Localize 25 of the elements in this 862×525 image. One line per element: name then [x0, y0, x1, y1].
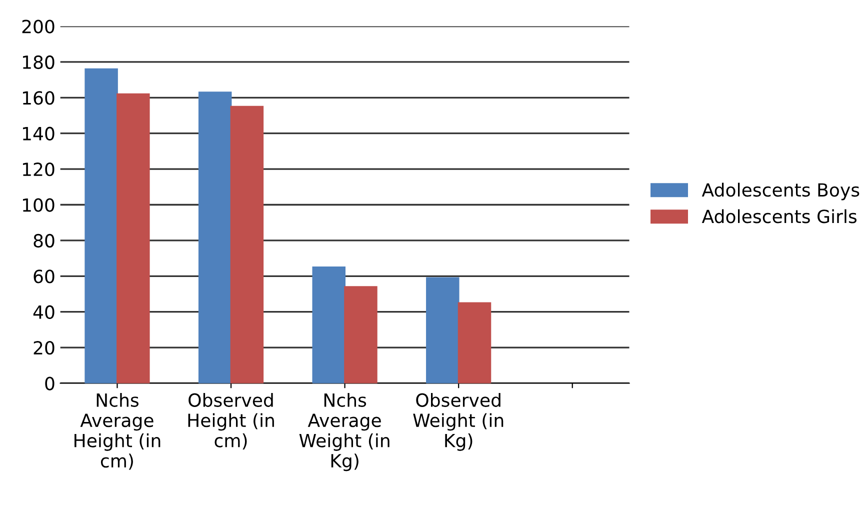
bar [426, 277, 460, 384]
y-tick-label: 160 [23, 91, 54, 105]
bar [312, 266, 346, 384]
y-tick-label: 120 [23, 162, 54, 176]
y-tick-label: 0 [45, 376, 54, 390]
x-tick-label: Observed Height (in cm) [188, 392, 274, 450]
y-tick-label: 80 [34, 234, 54, 248]
y-tick-label: 40 [33, 305, 54, 319]
legend-label: Adolescents Boys [702, 182, 860, 200]
y-tick-label: 140 [23, 126, 54, 140]
legend-label: Adolescents Girls [702, 209, 857, 224]
bar [84, 68, 118, 384]
bar [116, 93, 150, 384]
bar [344, 286, 378, 384]
bar [458, 302, 492, 384]
y-tick-label: 100 [23, 198, 54, 212]
bar [230, 106, 264, 384]
x-tick-label: Observed Weight (in Kg) [413, 392, 504, 451]
x-tick-label: Nchs Average Weight (in Kg) [299, 392, 390, 472]
y-tick-label: 200 [22, 20, 54, 34]
y-tick-label: 20 [34, 341, 54, 355]
y-tick-label: 60 [34, 270, 54, 284]
x-tick-label: Nchs Average Height (in cm) [74, 392, 160, 470]
bar [198, 92, 232, 384]
y-tick-label: 180 [23, 55, 54, 70]
